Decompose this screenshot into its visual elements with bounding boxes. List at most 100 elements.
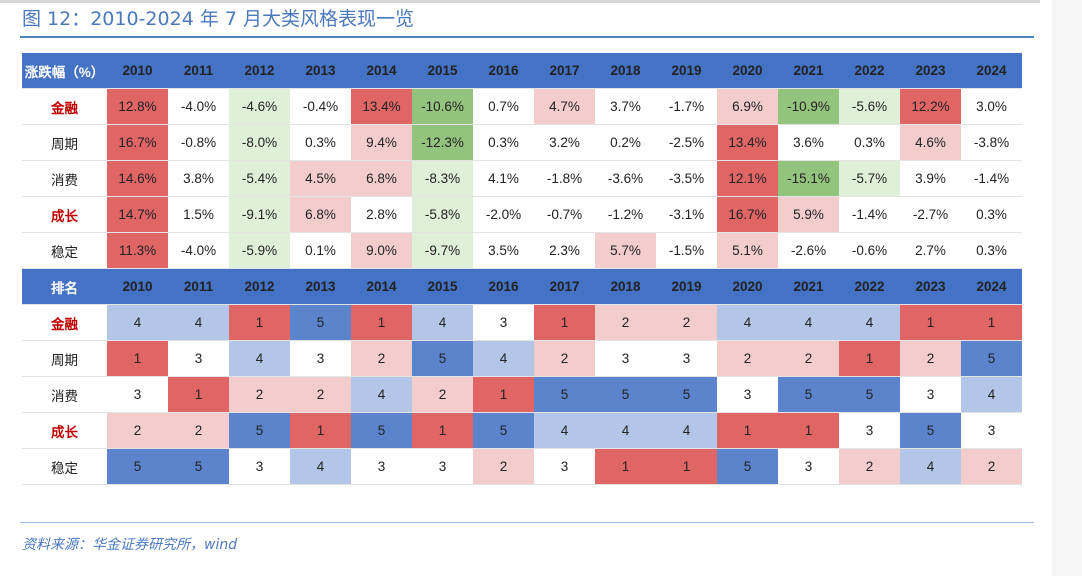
rank-cell: 3 bbox=[351, 448, 412, 485]
rank-cell: 1 bbox=[900, 304, 961, 341]
style-label: 稳定 bbox=[22, 448, 107, 485]
return-cell: 3.5% bbox=[473, 232, 534, 269]
rank-cell: 4 bbox=[473, 340, 534, 377]
rank-cell: 3 bbox=[717, 376, 778, 413]
return-cell: 5.9% bbox=[778, 196, 839, 233]
return-cell: -3.8% bbox=[961, 124, 1022, 161]
style-label: 成长 bbox=[22, 196, 107, 233]
return-cell: -0.4% bbox=[290, 88, 351, 125]
source-note: 资料来源：华金证券研究所，wind bbox=[22, 537, 238, 553]
return-cell: 9.0% bbox=[351, 232, 412, 269]
return-cell: 3.9% bbox=[900, 160, 961, 197]
return-cell: 0.3% bbox=[473, 124, 534, 161]
style-label: 金融 bbox=[22, 88, 107, 125]
year-header: 2014 bbox=[351, 53, 412, 89]
rank-cell: 3 bbox=[900, 376, 961, 413]
rank-cell: 5 bbox=[473, 412, 534, 449]
return-cell: 12.8% bbox=[107, 88, 168, 125]
year-header: 2015 bbox=[412, 53, 473, 89]
return-cell: 12.1% bbox=[717, 160, 778, 197]
rank-cell: 3 bbox=[839, 412, 900, 449]
rank-cell: 5 bbox=[534, 376, 595, 413]
rank-cell: 3 bbox=[961, 412, 1022, 449]
rank-cell: 5 bbox=[107, 448, 168, 485]
rank-cell: 5 bbox=[717, 448, 778, 485]
return-cell: 0.3% bbox=[290, 124, 351, 161]
rank-cell: 4 bbox=[717, 304, 778, 341]
rank-cell: 5 bbox=[412, 340, 473, 377]
rank-cell: 1 bbox=[473, 376, 534, 413]
rank-cell: 4 bbox=[961, 376, 1022, 413]
return-cell: -12.3% bbox=[412, 124, 473, 161]
rank-cell: 4 bbox=[534, 412, 595, 449]
rank-cell: 1 bbox=[107, 340, 168, 377]
return-cell: 16.7% bbox=[717, 196, 778, 233]
style-label: 消费 bbox=[22, 376, 107, 413]
rank-cell: 3 bbox=[107, 376, 168, 413]
top-clip-strip bbox=[0, 0, 1040, 3]
table-row: 金融 12.8% -4.0% -4.6% -0.4% 13.4% -10.6% 0.7% 4.7… bbox=[22, 88, 1022, 125]
return-cell: -2.6% bbox=[778, 232, 839, 269]
return-cell: -0.7% bbox=[534, 196, 595, 233]
year-header: 2022 bbox=[839, 268, 900, 305]
return-cell: -3.1% bbox=[656, 196, 717, 233]
right-margin-strip bbox=[1052, 0, 1082, 576]
rank-cell: 1 bbox=[839, 340, 900, 377]
rank-cell: 5 bbox=[900, 412, 961, 449]
return-cell: 13.4% bbox=[717, 124, 778, 161]
bottom-divider bbox=[20, 522, 1034, 523]
return-cell: 3.6% bbox=[778, 124, 839, 161]
rank-cell: 2 bbox=[900, 340, 961, 377]
rank-cell: 5 bbox=[839, 376, 900, 413]
table-row: 周期 16.7% -0.8% -8.0% 0.3% 9.4% -12.3% 0.3% 3.2% 0… bbox=[22, 124, 1022, 161]
return-cell: 2.8% bbox=[351, 196, 412, 233]
rank-cell: 4 bbox=[290, 448, 351, 485]
rank-cell: 3 bbox=[595, 340, 656, 377]
rank-cell: 1 bbox=[778, 412, 839, 449]
style-label: 成长 bbox=[22, 412, 107, 449]
return-cell: -4.6% bbox=[229, 88, 290, 125]
style-label: 稳定 bbox=[22, 232, 107, 269]
figure-title: 图 12：2010-2024 年 7 月大类风格表现一览 bbox=[22, 8, 414, 30]
year-header: 2010 bbox=[107, 268, 168, 305]
return-cell: -5.6% bbox=[839, 88, 900, 125]
return-cell: 1.5% bbox=[168, 196, 229, 233]
rank-cell: 4 bbox=[656, 412, 717, 449]
return-cell: 6.8% bbox=[351, 160, 412, 197]
year-header: 2016 bbox=[473, 268, 534, 305]
header-label: 排名 bbox=[22, 268, 107, 305]
rank-cell: 3 bbox=[656, 340, 717, 377]
return-cell: -3.6% bbox=[595, 160, 656, 197]
rank-cell: 2 bbox=[473, 448, 534, 485]
return-cell: 4.5% bbox=[290, 160, 351, 197]
return-cell: -8.3% bbox=[412, 160, 473, 197]
rank-cell: 2 bbox=[656, 304, 717, 341]
rank-cell: 2 bbox=[351, 340, 412, 377]
year-header: 2019 bbox=[656, 268, 717, 305]
year-header: 2016 bbox=[473, 53, 534, 89]
return-cell: -10.9% bbox=[778, 88, 839, 125]
year-header: 2024 bbox=[961, 268, 1022, 305]
return-cell: 16.7% bbox=[107, 124, 168, 161]
rank-cell: 4 bbox=[107, 304, 168, 341]
rank-cell: 1 bbox=[656, 448, 717, 485]
rank-cell: 4 bbox=[168, 304, 229, 341]
year-header: 2023 bbox=[900, 268, 961, 305]
rank-cell: 5 bbox=[595, 376, 656, 413]
return-cell: 3.7% bbox=[595, 88, 656, 125]
rank-cell: 2 bbox=[290, 376, 351, 413]
rank-cell: 3 bbox=[412, 448, 473, 485]
return-cell: 0.1% bbox=[290, 232, 351, 269]
rank-cell: 3 bbox=[778, 448, 839, 485]
return-cell: -10.6% bbox=[412, 88, 473, 125]
return-cell: -1.4% bbox=[839, 196, 900, 233]
year-header: 2020 bbox=[717, 268, 778, 305]
return-cell: 0.3% bbox=[961, 196, 1022, 233]
rank-cell: 2 bbox=[168, 412, 229, 449]
rank-cell: 1 bbox=[961, 304, 1022, 341]
rank-cell: 2 bbox=[717, 340, 778, 377]
return-cell: 11.3% bbox=[107, 232, 168, 269]
return-cell: -5.8% bbox=[412, 196, 473, 233]
year-header: 2011 bbox=[168, 53, 229, 89]
style-label: 周期 bbox=[22, 124, 107, 161]
